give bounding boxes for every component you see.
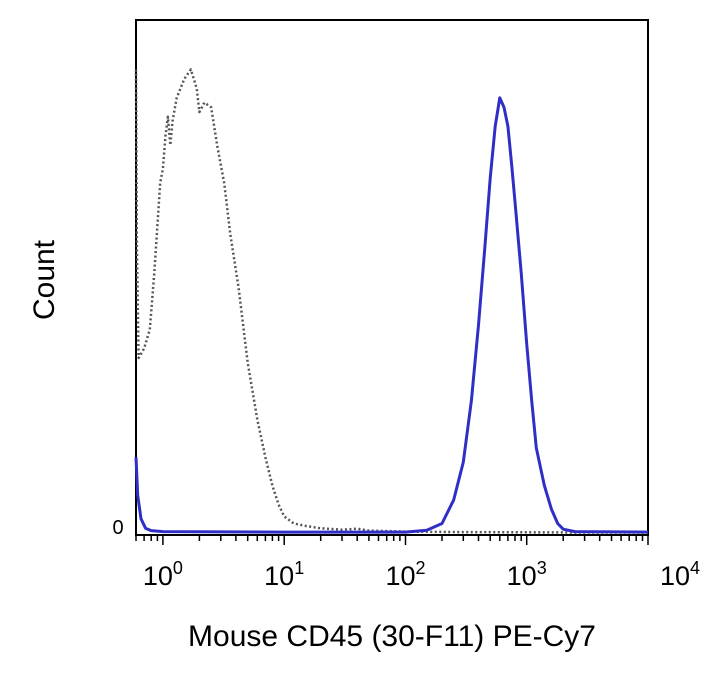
x-tick-label: 102 <box>385 558 425 591</box>
x-tick-label: 104 <box>660 558 700 591</box>
y-tick-label-zero: 0 <box>112 517 123 539</box>
x-tick-label: 100 <box>143 558 183 591</box>
y-axis-label: Count <box>28 239 61 320</box>
plot-frame <box>135 19 649 536</box>
series-control-dotted-line <box>134 68 648 534</box>
x-ticklabel-layer: 100 101 102 103 104 <box>143 558 700 591</box>
series-layer <box>134 68 649 534</box>
x-axis-label: Mouse CD45 (30-F11) PE-Cy7 <box>188 620 596 653</box>
x-tick-layer <box>135 535 649 545</box>
series-stained-solid-line <box>134 96 649 534</box>
x-tick-label: 103 <box>507 558 547 591</box>
x-tick-label: 101 <box>264 558 304 591</box>
